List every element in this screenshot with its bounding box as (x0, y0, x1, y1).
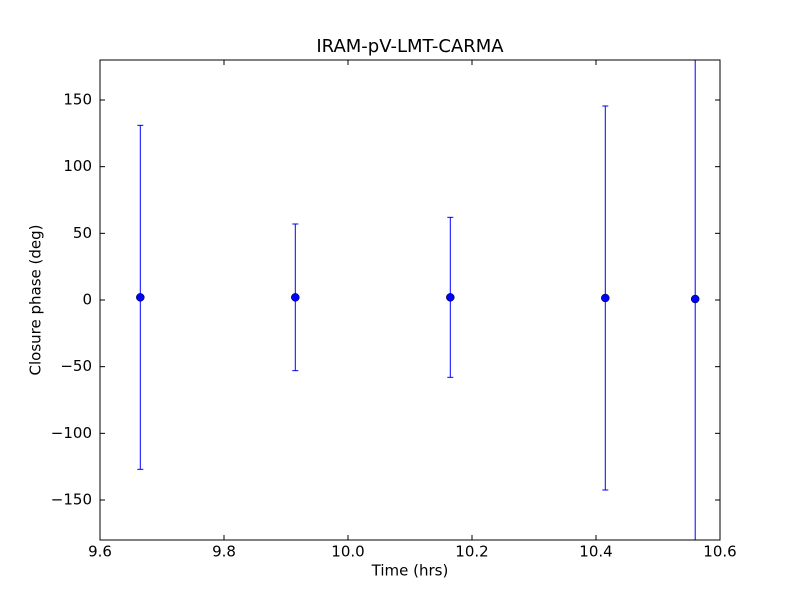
data-point (690, 294, 700, 304)
x-tick-label: 9.6 (88, 543, 112, 561)
y-tick-label: 50 (73, 224, 92, 242)
plot-area (136, 60, 700, 540)
y-tick-label: 150 (63, 91, 92, 109)
y-tick-label: 0 (82, 291, 92, 309)
x-tick-label: 10.0 (331, 543, 364, 561)
x-axis-label: Time (hrs) (371, 562, 449, 580)
x-tick-label: 10.2 (455, 543, 488, 561)
data-point (291, 293, 300, 302)
x-tick-label: 10.6 (703, 543, 736, 561)
x-tick-label: 10.4 (579, 543, 612, 561)
y-axis-label: Closure phase (deg) (27, 225, 45, 376)
y-tick-label: −100 (51, 424, 92, 442)
y-tick-label: 100 (63, 157, 92, 175)
y-tick-label: −50 (60, 357, 92, 375)
data-point (446, 293, 455, 302)
y-tick-label: −150 (51, 491, 92, 509)
data-point (136, 293, 145, 302)
x-tick-label: 9.8 (212, 543, 236, 561)
data-point (601, 293, 610, 303)
chart-title: IRAM-pV-LMT-CARMA (316, 36, 504, 57)
